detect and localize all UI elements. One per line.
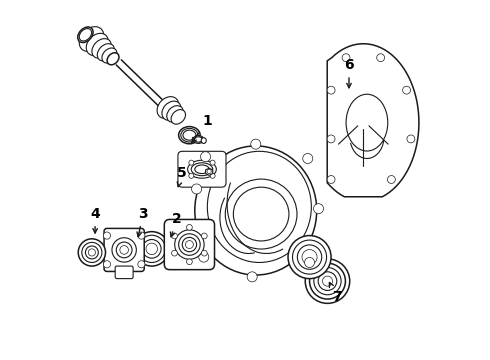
Circle shape	[200, 152, 211, 162]
Circle shape	[187, 259, 192, 265]
Circle shape	[247, 272, 257, 282]
Circle shape	[112, 238, 136, 262]
Circle shape	[138, 261, 145, 268]
Ellipse shape	[98, 44, 115, 61]
Circle shape	[210, 173, 215, 178]
Circle shape	[103, 232, 111, 239]
Circle shape	[201, 250, 207, 256]
Text: 3: 3	[137, 207, 147, 237]
Ellipse shape	[233, 187, 289, 241]
Ellipse shape	[107, 53, 119, 65]
Circle shape	[403, 86, 411, 94]
Circle shape	[143, 239, 161, 258]
Circle shape	[327, 176, 335, 184]
Text: 4: 4	[90, 207, 100, 233]
Circle shape	[135, 231, 169, 266]
Circle shape	[388, 176, 395, 184]
Circle shape	[172, 233, 177, 239]
Circle shape	[304, 257, 315, 267]
FancyBboxPatch shape	[104, 228, 144, 271]
Circle shape	[199, 252, 209, 262]
Ellipse shape	[86, 33, 108, 55]
Circle shape	[146, 243, 157, 255]
Circle shape	[189, 173, 194, 178]
Circle shape	[82, 242, 102, 262]
Ellipse shape	[92, 39, 111, 58]
Circle shape	[103, 261, 111, 268]
Ellipse shape	[79, 28, 92, 41]
Circle shape	[192, 184, 201, 194]
Ellipse shape	[191, 163, 213, 176]
Circle shape	[138, 232, 145, 239]
Text: 6: 6	[344, 58, 354, 88]
Circle shape	[342, 54, 350, 62]
Ellipse shape	[179, 127, 200, 144]
Circle shape	[116, 242, 132, 258]
Ellipse shape	[157, 96, 179, 118]
Text: 7: 7	[329, 283, 341, 303]
Ellipse shape	[293, 240, 326, 274]
Text: 1: 1	[192, 114, 212, 143]
Circle shape	[187, 225, 192, 230]
Ellipse shape	[171, 109, 186, 124]
Ellipse shape	[207, 151, 311, 262]
Ellipse shape	[297, 245, 322, 269]
FancyBboxPatch shape	[164, 220, 215, 270]
Ellipse shape	[175, 230, 204, 259]
Circle shape	[322, 276, 333, 286]
Circle shape	[314, 267, 341, 295]
Ellipse shape	[183, 130, 196, 140]
Circle shape	[251, 139, 261, 149]
Ellipse shape	[79, 27, 104, 51]
Circle shape	[314, 204, 323, 214]
Circle shape	[327, 135, 335, 143]
Circle shape	[201, 233, 207, 239]
Circle shape	[210, 160, 215, 165]
Circle shape	[310, 263, 345, 299]
Circle shape	[207, 169, 211, 174]
Ellipse shape	[179, 234, 200, 255]
Circle shape	[88, 249, 96, 256]
Circle shape	[303, 153, 313, 163]
Circle shape	[305, 259, 350, 303]
Circle shape	[120, 246, 128, 254]
Ellipse shape	[346, 94, 388, 151]
Ellipse shape	[195, 165, 209, 174]
Ellipse shape	[167, 106, 183, 122]
Ellipse shape	[225, 179, 297, 249]
FancyBboxPatch shape	[115, 266, 133, 279]
Ellipse shape	[181, 129, 198, 142]
Circle shape	[172, 250, 177, 256]
Ellipse shape	[188, 160, 216, 178]
Ellipse shape	[195, 146, 317, 275]
Ellipse shape	[195, 137, 202, 142]
Text: 2: 2	[171, 212, 182, 237]
Ellipse shape	[201, 138, 206, 143]
Ellipse shape	[162, 101, 181, 120]
Text: 5: 5	[177, 166, 187, 186]
Circle shape	[78, 239, 105, 266]
Circle shape	[85, 246, 98, 259]
Ellipse shape	[182, 237, 196, 252]
Polygon shape	[205, 168, 213, 175]
Ellipse shape	[193, 135, 204, 143]
Ellipse shape	[78, 27, 93, 42]
Circle shape	[327, 86, 335, 94]
Ellipse shape	[302, 249, 317, 265]
Ellipse shape	[102, 48, 117, 63]
Circle shape	[138, 235, 166, 262]
Polygon shape	[327, 44, 419, 197]
Circle shape	[407, 135, 415, 143]
Circle shape	[318, 272, 337, 291]
Circle shape	[377, 54, 385, 62]
Ellipse shape	[186, 240, 194, 248]
FancyBboxPatch shape	[178, 151, 226, 187]
Circle shape	[189, 160, 194, 165]
Ellipse shape	[288, 235, 331, 279]
